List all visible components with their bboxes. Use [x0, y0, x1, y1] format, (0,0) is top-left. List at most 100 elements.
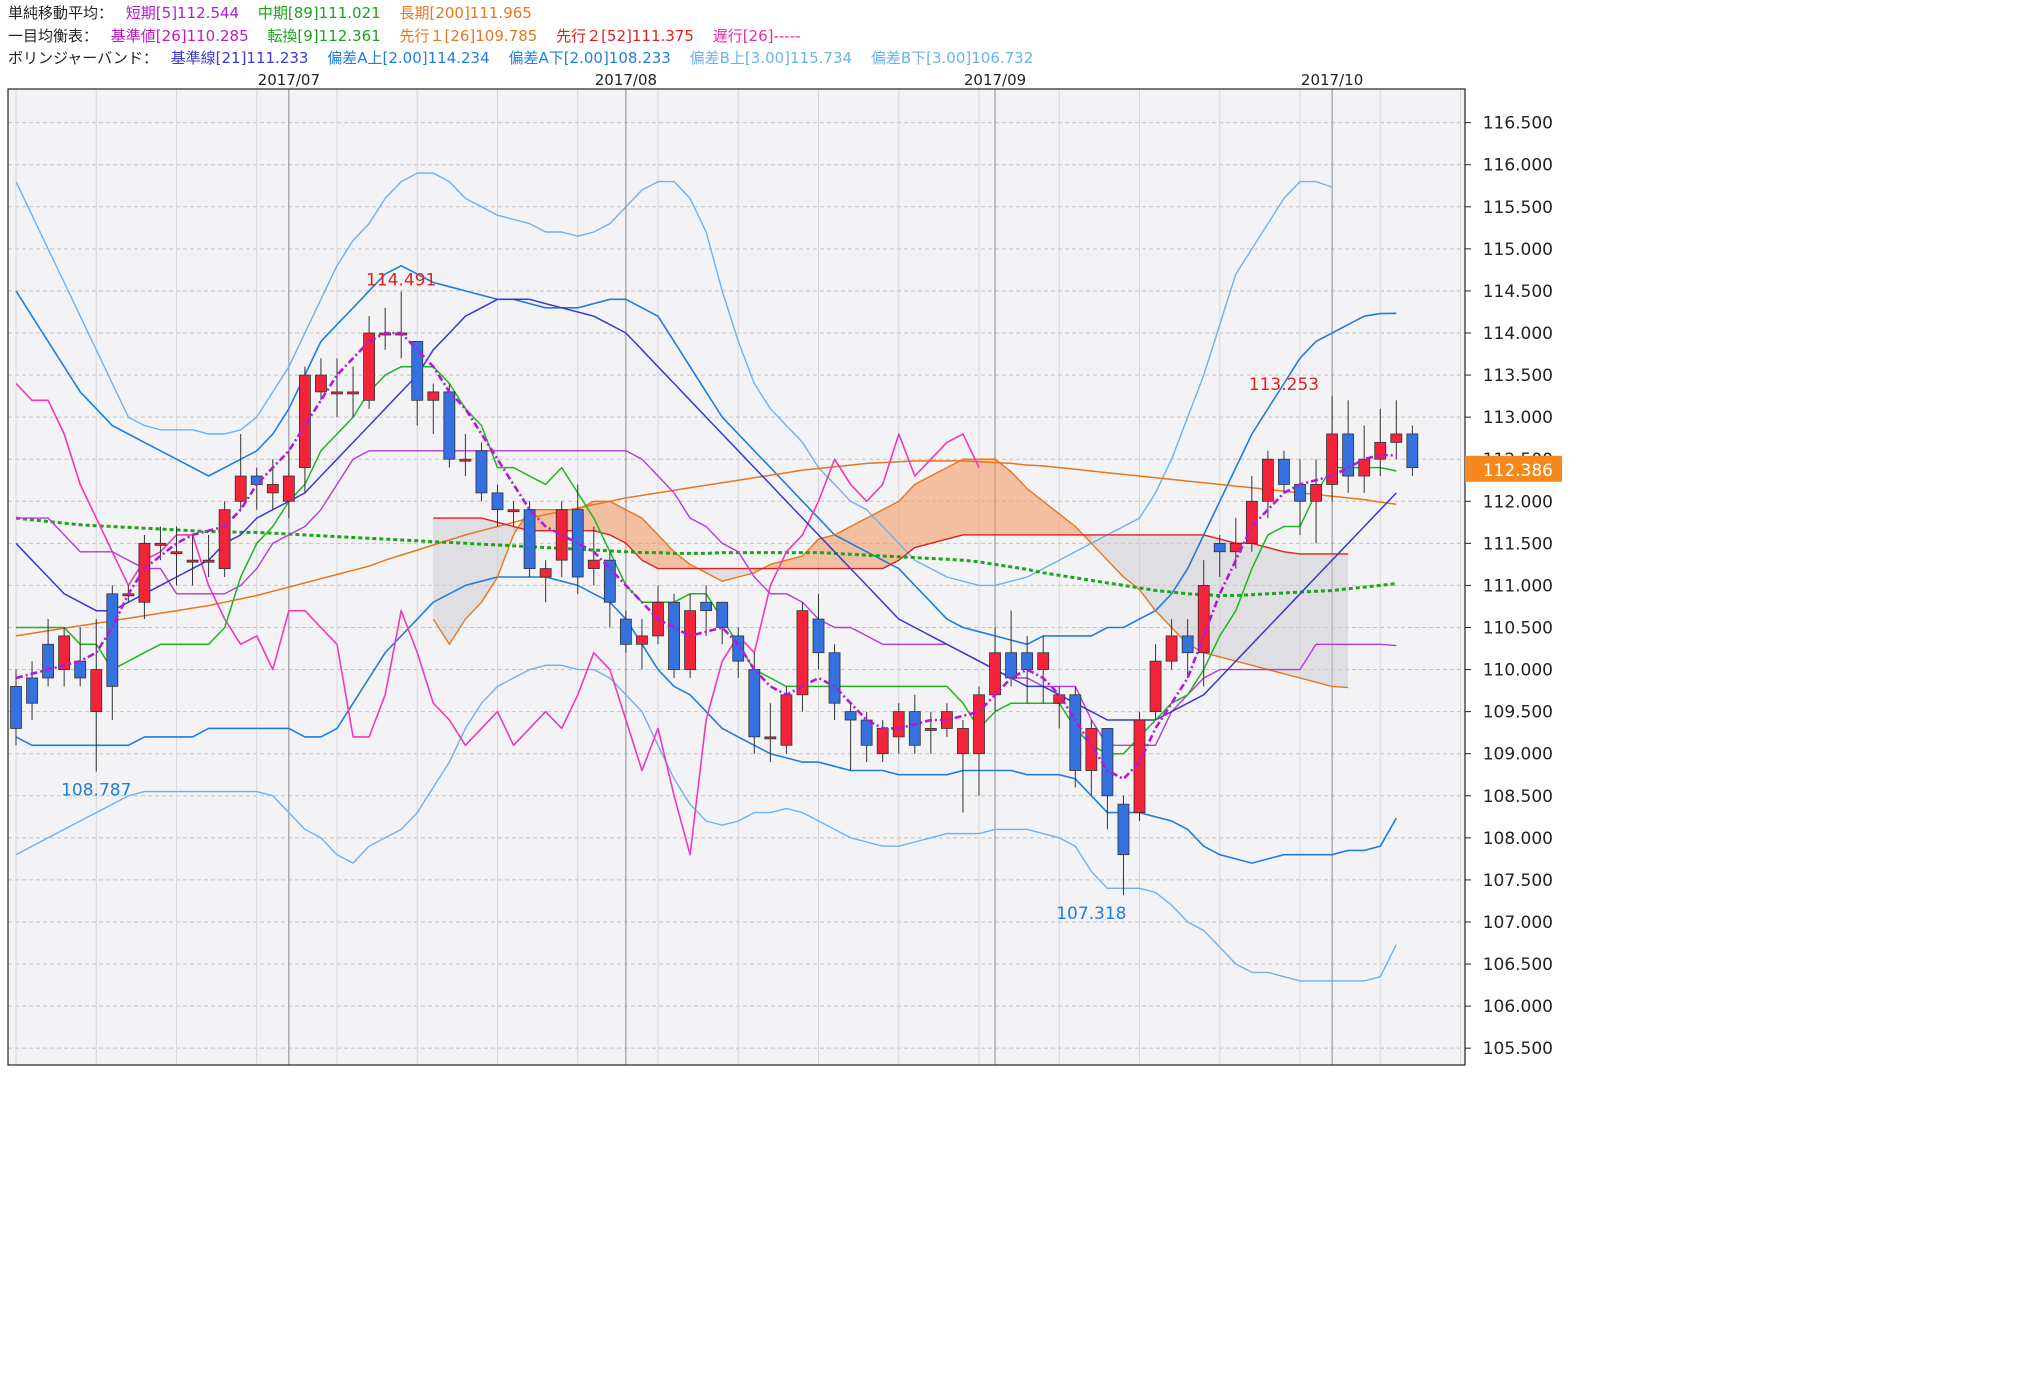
kumo-cloud-segment [1011, 471, 1028, 535]
sma-long-line [15, 460, 1397, 637]
x-date-label: 2017/08 [595, 71, 657, 89]
current-price-label: 112.386 [1483, 461, 1553, 481]
candle-body [796, 610, 809, 696]
bollinger-b-upper-line [15, 172, 1333, 587]
kumo-cloud-segment [1043, 501, 1060, 535]
candle-body [764, 736, 777, 740]
candle-body [315, 374, 327, 393]
kumo-cloud-segment [481, 518, 498, 603]
candle-body [571, 509, 584, 578]
candle-body [411, 341, 424, 401]
candle-body [138, 542, 151, 603]
candle-body [170, 551, 183, 555]
candle-body [282, 475, 295, 502]
candle-body [363, 332, 376, 401]
kumo-cloud-segment [1251, 543, 1268, 670]
candle-body [860, 719, 873, 746]
legend-bb-b-up: 偏差B上[3.00]115.734 [689, 49, 853, 67]
price-chart[interactable]: 114.491 108.787 113.253 107.318 105.500 106.0… [0, 0, 1568, 1072]
x-date-label: 2017/10 [1301, 71, 1363, 89]
ichimoku-span-b-line [433, 517, 1349, 570]
candle-body [74, 660, 87, 679]
candle-body [1390, 433, 1403, 443]
candle-body [26, 677, 38, 704]
y-tick-label: 115.500 [1483, 198, 1553, 218]
kumo-cloud-segment [1219, 539, 1236, 662]
candle-body [1358, 458, 1371, 477]
kumo-cloud-segment [786, 555, 803, 569]
candle-body [973, 694, 985, 755]
kumo-cloud-segment [674, 551, 691, 569]
candle-body [1085, 728, 1098, 771]
candle-body [732, 635, 745, 662]
candle-body [106, 593, 119, 687]
x-date-label: 2017/07 [258, 71, 320, 89]
candle-body [10, 685, 22, 729]
y-tick-label: 114.500 [1483, 282, 1553, 302]
candle-body [154, 542, 167, 546]
candle-body [90, 669, 103, 713]
candle-body [1149, 660, 1162, 713]
candle-body [908, 711, 921, 746]
y-tick-label: 108.500 [1483, 787, 1553, 807]
candle-body [828, 652, 841, 704]
candle-body [1310, 484, 1322, 502]
price-annotation: 108.787 [61, 781, 131, 801]
kumo-cloud-segment [898, 484, 915, 561]
legend-ichimoku-head: 一目均衡表： [8, 27, 99, 45]
candle-body [1342, 433, 1355, 477]
candle-body [892, 711, 905, 738]
bollinger-b-lower-line [15, 664, 1397, 982]
price-annotation: 113.253 [1249, 375, 1319, 395]
kumo-cloud-segment [1235, 543, 1252, 666]
candle-body [475, 450, 488, 494]
candle-body [58, 635, 71, 670]
legend-bb-mid: 基準線[21]111.233 [170, 49, 309, 67]
candle-body [812, 618, 825, 654]
sma-short-line [15, 331, 1397, 781]
legend-tenkan: 転換[9]112.361 [267, 27, 381, 45]
kumo-cloud-segment [1332, 553, 1349, 688]
current-price-marker [1465, 455, 1562, 482]
candle-body [218, 509, 231, 569]
candle-body [636, 635, 648, 645]
candle-body [1021, 652, 1034, 670]
legend-sma-mid: 中期[89]111.021 [257, 4, 381, 22]
candle-body [1326, 433, 1338, 485]
y-tick-label: 113.500 [1483, 366, 1553, 386]
ichimoku-kijun-line [16, 450, 1397, 746]
candle-body [1117, 803, 1130, 856]
kumo-cloud-segment [770, 560, 787, 569]
y-tick-label: 109.000 [1483, 745, 1553, 765]
candle-body [555, 509, 568, 561]
kumo-cloud-segment [706, 568, 723, 582]
y-tick-label: 108.000 [1483, 829, 1553, 849]
legend-kijun: 基準値[26]110.285 [110, 27, 249, 45]
kumo-cloud-segment [1107, 534, 1124, 577]
y-tick-label: 109.500 [1483, 703, 1553, 723]
y-tick-label: 105.500 [1483, 1039, 1553, 1059]
legend-sma: 単純移動平均： 短期[5]112.544 中期[89]111.021 長期[20… [8, 2, 546, 24]
candle-body [523, 509, 536, 569]
kumo-cloud-segment [433, 518, 450, 645]
bollinger-a-lower-line [15, 576, 1397, 864]
candle-body [266, 484, 279, 494]
legend-span-a: 先行１[26]109.785 [399, 27, 538, 45]
y-tick-label: 111.000 [1483, 576, 1553, 596]
legend-bb-a-up: 偏差A上[2.00]114.234 [327, 49, 490, 67]
candle-body [1294, 484, 1306, 502]
kumo-cloud-segment [497, 522, 514, 577]
kumo-cloud-segment [914, 476, 931, 548]
candle-body [716, 601, 729, 628]
y-tick-label: 113.000 [1483, 408, 1553, 428]
x-date-label: 2017/09 [964, 71, 1026, 89]
candle-body [1262, 458, 1274, 502]
y-tick-label: 106.000 [1483, 997, 1553, 1017]
candle-body [459, 458, 472, 462]
kumo-cloud-segment [1267, 547, 1284, 674]
legend-bollinger-head: ボリンジャーバンド： [8, 49, 158, 67]
candle-body [1181, 635, 1194, 654]
candle-body [1069, 694, 1082, 771]
bollinger-mid-line [15, 298, 1397, 721]
plot-layer [8, 89, 1465, 1065]
